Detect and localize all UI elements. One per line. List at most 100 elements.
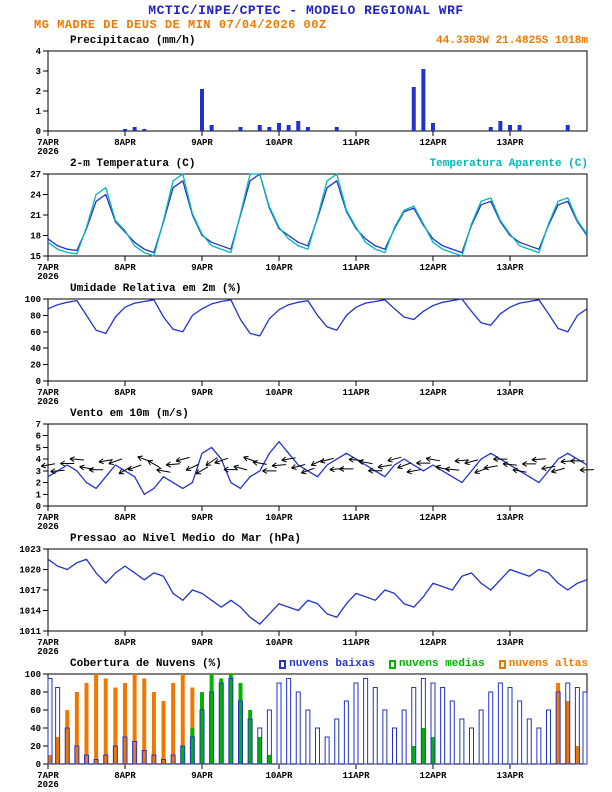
svg-text:9APR: 9APR <box>191 263 213 273</box>
svg-text:8APR: 8APR <box>114 138 136 148</box>
svg-text:1020: 1020 <box>19 566 41 576</box>
svg-text:80: 80 <box>30 311 41 321</box>
svg-text:2026: 2026 <box>37 522 59 530</box>
panel-precipitation: Precipitacao (mm/h) 44.3303W 21.4825S 10… <box>0 32 612 155</box>
svg-text:0: 0 <box>36 760 41 770</box>
svg-text:8APR: 8APR <box>114 263 136 273</box>
svg-text:21: 21 <box>30 211 41 221</box>
svg-text:11APR: 11APR <box>342 638 370 648</box>
nuvens-altas-swatch <box>498 659 506 669</box>
svg-text:9APR: 9APR <box>191 513 213 523</box>
panel-wind-header: Vento em 10m (m/s) <box>0 405 612 420</box>
panel-humidity-title: Umidade Relativa em 2m (%) <box>70 283 242 295</box>
panel-temperature: 2-m Temperatura (C) Temperatura Aparente… <box>0 155 612 280</box>
svg-text:20: 20 <box>30 742 41 752</box>
svg-text:2026: 2026 <box>37 272 59 280</box>
svg-text:4: 4 <box>36 47 42 57</box>
svg-text:20: 20 <box>30 361 41 371</box>
svg-text:8APR: 8APR <box>114 388 136 398</box>
svg-text:10APR: 10APR <box>265 513 293 523</box>
panel-cloud-cover-header: Cobertura de Nuvens (%) nuvens baixas nu… <box>0 655 612 670</box>
svg-text:7APR: 7APR <box>37 388 59 398</box>
station-coordinates: 44.3303W 21.4825S 1018m <box>436 35 588 47</box>
nuvens-baixas-swatch <box>279 659 287 669</box>
page-title: MCTIC/INPE/CPTEC - MODELO REGIONAL WRF <box>148 3 464 18</box>
svg-text:80: 80 <box>30 688 41 698</box>
nuvens-baixas-label: nuvens baixas <box>289 658 375 670</box>
svg-text:100: 100 <box>25 295 41 305</box>
svg-text:10APR: 10APR <box>265 771 293 781</box>
svg-text:1: 1 <box>36 490 42 500</box>
panel-pressure: Pressao ao Nivel Medio do Mar (hPa) 1011… <box>0 530 612 655</box>
svg-text:0: 0 <box>36 127 41 137</box>
nuvens-medias-label: nuvens medias <box>398 658 485 670</box>
svg-text:60: 60 <box>30 706 41 716</box>
svg-text:13APR: 13APR <box>496 388 524 398</box>
svg-text:40: 40 <box>30 724 41 734</box>
svg-text:2026: 2026 <box>37 397 59 405</box>
panel-temperature-title: 2-m Temperatura (C) <box>70 158 196 170</box>
cloud-legend: nuvens baixas nuvens medias nuvens altas <box>279 658 588 670</box>
svg-text:9APR: 9APR <box>191 388 213 398</box>
legend-nuvens-medias: nuvens medias <box>388 658 485 670</box>
svg-text:100: 100 <box>25 670 41 680</box>
svg-text:27: 27 <box>30 170 41 180</box>
svg-text:1017: 1017 <box>19 586 41 596</box>
svg-text:10APR: 10APR <box>265 638 293 648</box>
svg-text:7: 7 <box>36 420 41 430</box>
svg-text:6: 6 <box>36 432 41 442</box>
svg-text:12APR: 12APR <box>419 388 447 398</box>
panel-humidity-header: Umidade Relativa em 2m (%) <box>0 280 612 295</box>
svg-text:7APR: 7APR <box>37 263 59 273</box>
svg-text:5: 5 <box>36 443 41 453</box>
legend-nuvens-baixas: nuvens baixas <box>279 658 375 670</box>
svg-text:1: 1 <box>36 107 42 117</box>
nuvens-altas-label: nuvens altas <box>508 658 588 670</box>
svg-text:3: 3 <box>36 67 41 77</box>
svg-text:13APR: 13APR <box>496 138 524 148</box>
svg-text:60: 60 <box>30 328 41 338</box>
svg-text:11APR: 11APR <box>342 138 370 148</box>
panel-pressure-header: Pressao ao Nivel Medio do Mar (hPa) <box>0 530 612 545</box>
svg-text:9APR: 9APR <box>191 771 213 781</box>
legend-nuvens-altas: nuvens altas <box>498 658 588 670</box>
svg-text:10APR: 10APR <box>265 388 293 398</box>
panel-wind: Vento em 10m (m/s) 0 1 2 3 4 5 6 7 7APR 2026 8APR 9… <box>0 405 612 530</box>
svg-text:15: 15 <box>30 252 41 262</box>
svg-text:10APR: 10APR <box>265 263 293 273</box>
svg-text:0: 0 <box>36 377 41 387</box>
svg-text:2: 2 <box>36 479 41 489</box>
svg-text:12APR: 12APR <box>419 513 447 523</box>
svg-text:8APR: 8APR <box>114 513 136 523</box>
panel-temperature-header: 2-m Temperatura (C) Temperatura Aparente… <box>0 155 612 170</box>
svg-text:13APR: 13APR <box>496 513 524 523</box>
svg-text:13APR: 13APR <box>496 638 524 648</box>
svg-text:18: 18 <box>30 232 41 242</box>
svg-text:10APR: 10APR <box>265 138 293 148</box>
svg-text:11APR: 11APR <box>342 771 370 781</box>
svg-text:2026: 2026 <box>37 147 59 155</box>
svg-text:11APR: 11APR <box>342 388 370 398</box>
svg-text:2: 2 <box>36 87 41 97</box>
svg-text:13APR: 13APR <box>496 263 524 273</box>
panel-precipitation-header: Precipitacao (mm/h) 44.3303W 21.4825S 10… <box>0 32 612 47</box>
svg-text:0: 0 <box>36 502 41 512</box>
panel-humidity: Umidade Relativa em 2m (%) 0 20 40 60 80 100 7… <box>0 280 612 405</box>
svg-text:7APR: 7APR <box>37 513 59 523</box>
svg-text:12APR: 12APR <box>419 263 447 273</box>
svg-text:12APR: 12APR <box>419 771 447 781</box>
svg-text:9APR: 9APR <box>191 138 213 148</box>
svg-text:13APR: 13APR <box>496 771 524 781</box>
svg-text:1023: 1023 <box>19 545 41 555</box>
svg-text:2026: 2026 <box>37 780 59 788</box>
page-subtitle: MG MADRE DE DEUS DE MIN 07/04/2026 00Z <box>34 18 327 32</box>
svg-text:8APR: 8APR <box>114 638 136 648</box>
svg-text:1011: 1011 <box>19 627 41 637</box>
panel-wind-title: Vento em 10m (m/s) <box>70 408 189 420</box>
svg-text:11APR: 11APR <box>342 263 370 273</box>
nuvens-medias-swatch <box>388 659 396 669</box>
